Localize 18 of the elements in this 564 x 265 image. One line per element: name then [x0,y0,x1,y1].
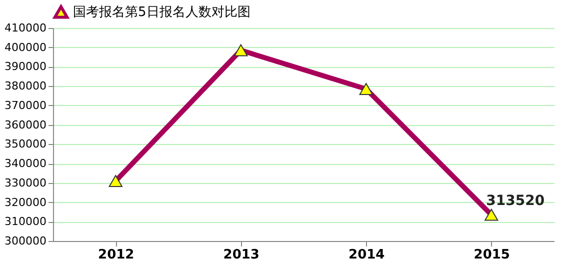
y-tick-label: 350000 [4,138,46,151]
y-tick-label: 370000 [4,98,46,112]
y-tick-label: 310000 [4,215,46,228]
x-tick-label: 2012 [98,248,134,262]
legend-label: 国考报名第5日报名人数对比图 [73,5,250,20]
y-tick-label: 390000 [4,60,46,74]
x-tick-label: 2014 [348,248,385,262]
y-tick-label: 360000 [4,118,46,132]
y-tick-label: 410000 [4,22,46,34]
x-tick-label: 2013 [223,248,260,262]
y-tick-label: 320000 [4,196,46,209]
x-tick-label: 2015 [474,248,510,262]
y-tick-label: 400000 [4,40,46,54]
y-tick-label: 300000 [4,234,46,248]
y-tick-label: 340000 [4,157,46,170]
data-label: 313520 [486,192,545,209]
y-tick-label: 380000 [4,80,46,93]
y-tick-label: 330000 [4,176,46,190]
